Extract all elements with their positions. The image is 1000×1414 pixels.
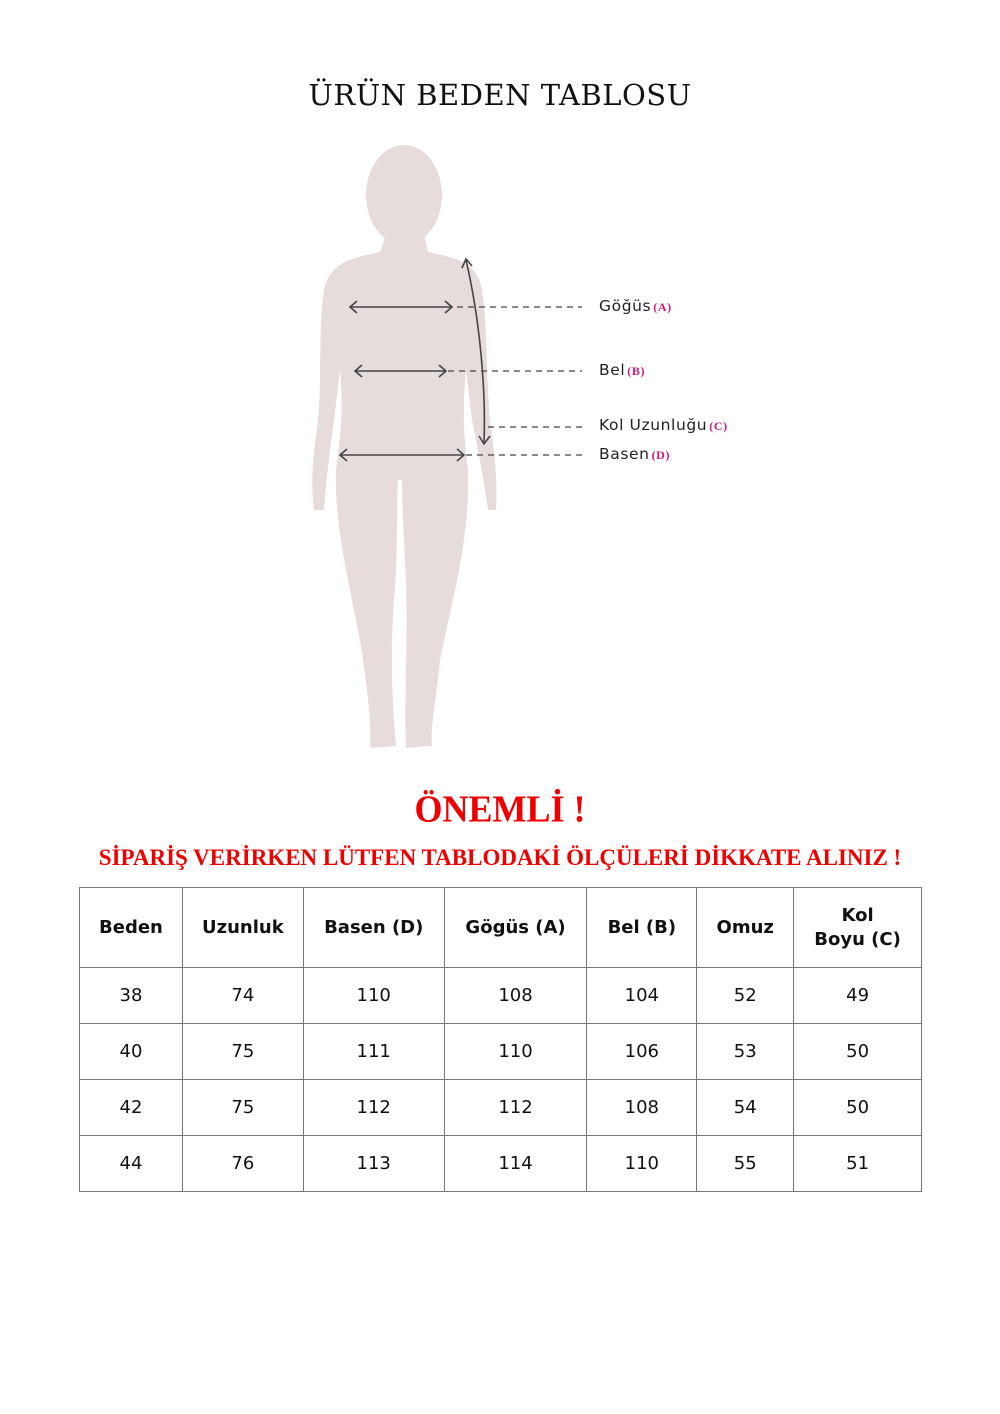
table-cell: 54 <box>696 1079 795 1136</box>
table-cell: 108 <box>586 1079 698 1136</box>
table-cell: 53 <box>696 1023 795 1080</box>
table-cell: 114 <box>443 1135 588 1192</box>
table-header-row: Beden Uzunluk Basen (D) Gögüs (A) Bel (B… <box>79 887 922 968</box>
table-cell: 106 <box>586 1023 698 1080</box>
label-text: Kol Uzunluğu <box>599 416 708 434</box>
table-row: 42 75 112 112 108 54 50 <box>79 1079 922 1136</box>
table-cell: 75 <box>181 1079 304 1136</box>
table-cell: 110 <box>443 1023 588 1080</box>
table-cell: 112 <box>302 1079 445 1136</box>
silhouette <box>312 145 497 748</box>
table-cell: 51 <box>793 1135 922 1192</box>
table-cell: 50 <box>793 1023 922 1080</box>
label-code: (B) <box>627 364 646 378</box>
table-cell: 49 <box>793 967 922 1024</box>
header-waist: Bel (B) <box>586 887 698 968</box>
size-table: Beden Uzunluk Basen (D) Gögüs (A) Bel (B… <box>79 887 922 1192</box>
table-cell: 113 <box>302 1135 445 1192</box>
measurement-arrows <box>338 257 491 462</box>
table-cell: 55 <box>696 1135 795 1192</box>
header-shoulder: Omuz <box>696 887 795 968</box>
table-cell: 74 <box>181 967 304 1024</box>
table-cell: 42 <box>79 1079 183 1136</box>
header-chest: Gögüs (A) <box>443 887 588 968</box>
page-title: ÜRÜN BEDEN TABLOSU <box>308 78 692 112</box>
label-text: Basen <box>599 445 650 463</box>
table-row: 40 75 111 110 106 53 50 <box>79 1023 922 1080</box>
header-size: Beden <box>79 887 183 968</box>
table-cell: 112 <box>443 1079 588 1136</box>
table-row: 44 76 113 114 110 55 51 <box>79 1135 922 1192</box>
table-cell: 44 <box>79 1135 183 1192</box>
table-row: 38 74 110 108 104 52 49 <box>79 967 922 1024</box>
label-code: (A) <box>653 300 672 314</box>
table-cell: 104 <box>586 967 698 1024</box>
label-code: (C) <box>709 419 728 433</box>
table-cell: 40 <box>79 1023 183 1080</box>
table-cell: 111 <box>302 1023 445 1080</box>
label-chest: Göğüs (A) <box>599 297 672 315</box>
table-cell: 50 <box>793 1079 922 1136</box>
header-sleeve: Kol Boyu (C) <box>793 887 922 968</box>
dashed-leaders <box>448 306 584 456</box>
table-cell: 52 <box>696 967 795 1024</box>
table-cell: 38 <box>79 967 183 1024</box>
label-text: Göğüs <box>599 297 652 315</box>
label-hip: Basen (D) <box>599 445 670 463</box>
table-cell: 108 <box>443 967 588 1024</box>
body-silhouette-figure <box>312 145 584 748</box>
header-hip: Basen (D) <box>302 887 445 968</box>
table-cell: 76 <box>181 1135 304 1192</box>
header-length: Uzunluk <box>181 887 304 968</box>
label-waist: Bel (B) <box>599 361 645 379</box>
table-cell: 110 <box>586 1135 698 1192</box>
table-cell: 75 <box>181 1023 304 1080</box>
label-sleeve-length: Kol Uzunluğu (C) <box>599 416 728 434</box>
important-heading: ÖNEMLİ ! <box>414 788 586 830</box>
label-code: (D) <box>651 448 671 462</box>
label-text: Bel <box>599 361 626 379</box>
table-cell: 110 <box>302 967 445 1024</box>
notice-text: SİPARİŞ VERİRKEN LÜTFEN TABLODAKİ ÖLÇÜLE… <box>98 845 902 870</box>
